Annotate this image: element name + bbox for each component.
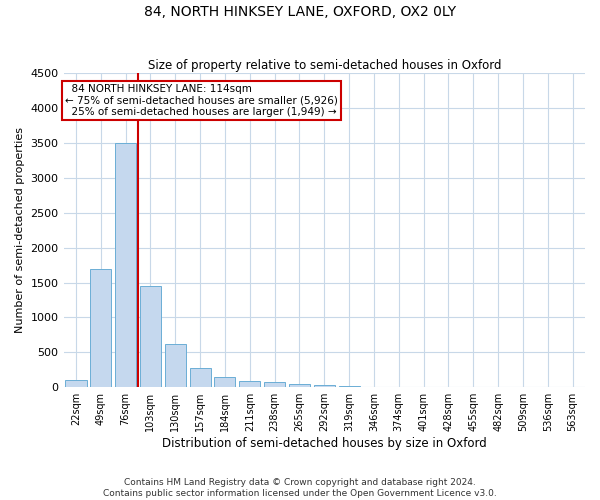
Text: 84 NORTH HINKSEY LANE: 114sqm
← 75% of semi-detached houses are smaller (5,926)
: 84 NORTH HINKSEY LANE: 114sqm ← 75% of s… xyxy=(65,84,338,117)
Bar xyxy=(388,386,409,387)
Bar xyxy=(289,384,310,387)
Bar xyxy=(338,386,359,387)
Bar xyxy=(140,286,161,387)
Y-axis label: Number of semi-detached properties: Number of semi-detached properties xyxy=(15,127,25,333)
Bar xyxy=(190,368,211,387)
Bar xyxy=(239,381,260,387)
Bar xyxy=(165,344,186,387)
Bar xyxy=(364,386,385,387)
Text: Contains HM Land Registry data © Crown copyright and database right 2024.
Contai: Contains HM Land Registry data © Crown c… xyxy=(103,478,497,498)
Bar xyxy=(65,380,86,387)
Bar xyxy=(264,382,285,387)
Bar xyxy=(115,143,136,387)
Title: Size of property relative to semi-detached houses in Oxford: Size of property relative to semi-detach… xyxy=(148,59,501,72)
Bar xyxy=(90,268,112,387)
Bar xyxy=(214,377,235,387)
Text: 84, NORTH HINKSEY LANE, OXFORD, OX2 0LY: 84, NORTH HINKSEY LANE, OXFORD, OX2 0LY xyxy=(144,5,456,19)
Bar xyxy=(314,386,335,387)
X-axis label: Distribution of semi-detached houses by size in Oxford: Distribution of semi-detached houses by … xyxy=(162,437,487,450)
